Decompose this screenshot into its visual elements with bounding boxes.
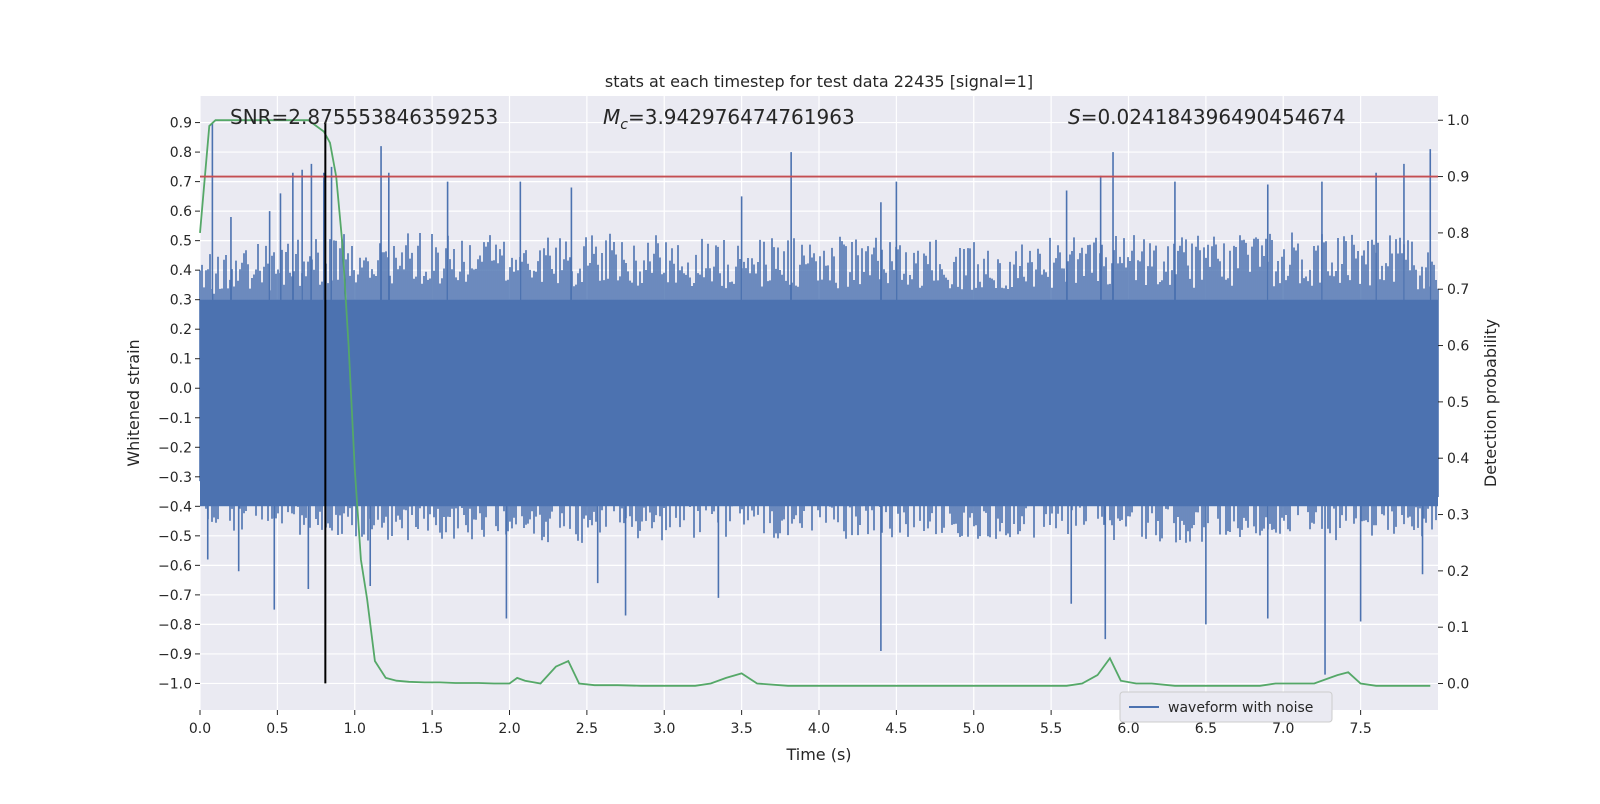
- chirp-mass-symbol: M: [603, 105, 620, 129]
- y2-tick-label: 0.0: [1447, 677, 1469, 693]
- y2-tick-label: 0.2: [1447, 564, 1469, 580]
- y2-tick-label: 1.0: [1447, 113, 1469, 129]
- y2-tick-label: 0.8: [1447, 226, 1469, 242]
- detection-probability-line: [199, 119, 1431, 687]
- x-tick-label: 2.5: [576, 721, 598, 737]
- x-tick-label: 2.0: [498, 721, 520, 737]
- overlays: [200, 122, 1438, 684]
- y-tick-label: 0.2: [170, 322, 192, 338]
- y-tick-label: 0.6: [170, 204, 192, 220]
- s-annotation: S=0.024184396490454674: [1068, 105, 1346, 129]
- strain-series: [199, 122, 1439, 675]
- y-tick-label: −0.6: [158, 558, 192, 574]
- y2-tick-label: 0.5: [1447, 395, 1469, 411]
- chirp-mass-subscript: c: [620, 117, 628, 133]
- chirp-mass-value: =3.942976474761963: [628, 105, 855, 129]
- y2-tick-label: 0.7: [1447, 282, 1469, 298]
- x-tick-label: 7.5: [1349, 721, 1371, 737]
- y-tick-label: 0.4: [170, 263, 192, 279]
- y-tick-label: 0.0: [170, 381, 192, 397]
- s-value: =0.024184396490454674: [1081, 105, 1346, 129]
- x-tick-label: 5.0: [963, 721, 985, 737]
- y2-tick-label: 0.6: [1447, 339, 1469, 355]
- y2-tick-label: 0.9: [1447, 170, 1469, 186]
- y-tick-label: −0.5: [158, 529, 192, 545]
- y-tick-label: 0.8: [170, 145, 192, 161]
- y-tick-label: 0.3: [170, 293, 192, 309]
- chart-title: stats at each timestep for test data 224…: [605, 72, 1033, 91]
- y-tick-label: −0.9: [158, 647, 192, 663]
- y-tick-label: 0.5: [170, 234, 192, 250]
- y-axis-ticks: 0.9 0.8 0.7 0.6 0.5 0.4 0.3 0.2 0.1 0.0 −0.1 −0.2 −0…: [158, 116, 200, 692]
- y-tick-label: −0.1: [158, 411, 192, 427]
- y-tick-label: 0.9: [170, 116, 192, 132]
- y-tick-label: −1.0: [158, 676, 192, 692]
- x-tick-label: 0.5: [266, 721, 288, 737]
- legend-label: waveform with noise: [1168, 700, 1313, 716]
- x-axis-label: Time (s): [785, 745, 851, 764]
- x-tick-label: 1.0: [344, 721, 366, 737]
- y2-tick-label: 0.3: [1447, 508, 1469, 524]
- x-tick-label: 3.5: [730, 721, 752, 737]
- x-axis-ticks: 0.0 0.5 1.0 1.5 2.0 2.5 3.0 3.5 4.0 4.5 5.0 5.5 6.0 6…: [189, 710, 1372, 737]
- probability-series: [199, 119, 1431, 687]
- legend: waveform with noise: [1119, 691, 1333, 723]
- y-tick-label: −0.3: [158, 470, 192, 486]
- x-tick-label: 4.5: [885, 721, 907, 737]
- legend-box: [1119, 691, 1333, 723]
- y-tick-label: −0.4: [158, 499, 192, 515]
- x-tick-label: 6.5: [1195, 721, 1217, 737]
- x-tick-label: 4.0: [808, 721, 830, 737]
- y2-axis-ticks: 1.0 0.9 0.8 0.7 0.6 0.5 0.4 0.3 0.2 0.1 0.0: [1438, 113, 1469, 693]
- y2-tick-label: 0.1: [1447, 620, 1469, 636]
- y-tick-label: −0.7: [158, 588, 192, 604]
- y-tick-label: 0.7: [170, 175, 192, 191]
- x-tick-label: 7.0: [1272, 721, 1294, 737]
- x-tick-label: 3.0: [653, 721, 675, 737]
- strain-core-band: [200, 299, 1438, 507]
- snr-annotation: SNR=2.875553846359253: [230, 105, 498, 129]
- x-tick-label: 6.0: [1117, 721, 1139, 737]
- chirp-mass-annotation: Mc=3.942976474761963: [603, 105, 855, 133]
- y2-tick-label: 0.4: [1447, 451, 1469, 467]
- x-tick-label: 0.0: [189, 721, 211, 737]
- x-tick-label: 1.5: [421, 721, 443, 737]
- y2-axis-label: Detection probability: [1481, 319, 1500, 487]
- y-tick-label: 0.1: [170, 352, 192, 368]
- y-tick-label: −0.8: [158, 617, 192, 633]
- x-tick-label: 5.5: [1040, 721, 1062, 737]
- y-axis-label: Whitened strain: [124, 339, 143, 466]
- s-symbol: S: [1068, 105, 1081, 129]
- y-tick-label: −0.2: [158, 440, 192, 456]
